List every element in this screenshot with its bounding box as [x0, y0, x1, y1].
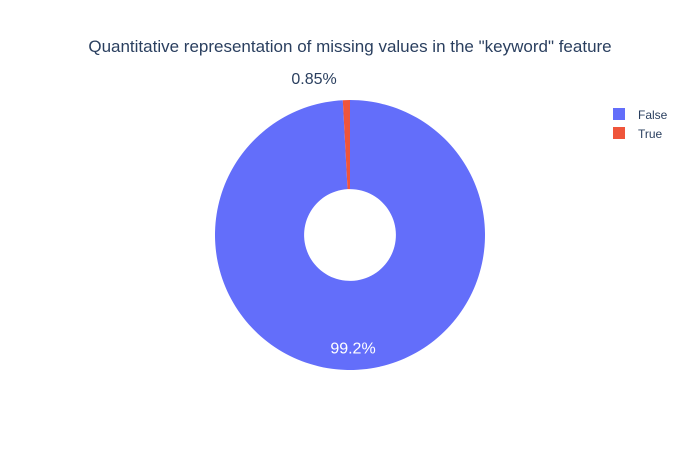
- legend-item-false[interactable]: False: [613, 108, 668, 122]
- legend[interactable]: False True: [613, 108, 668, 141]
- pie-slice-labels: 99.2% 0.85%: [291, 71, 375, 357]
- pie-slice-label-false: 99.2%: [330, 340, 375, 357]
- chart-title: Quantitative representation of missing v…: [88, 37, 611, 56]
- legend-label-true: True: [638, 127, 663, 141]
- legend-swatch-false: [613, 108, 625, 120]
- pie-slice-false[interactable]: [214, 100, 485, 370]
- legend-item-true[interactable]: True: [613, 127, 663, 141]
- legend-swatch-true: [613, 127, 625, 139]
- pie-slice-label-true: 0.85%: [291, 71, 336, 88]
- pie-slices: [214, 100, 485, 370]
- pie-slice-true[interactable]: [342, 100, 350, 190]
- legend-label-false: False: [638, 108, 668, 122]
